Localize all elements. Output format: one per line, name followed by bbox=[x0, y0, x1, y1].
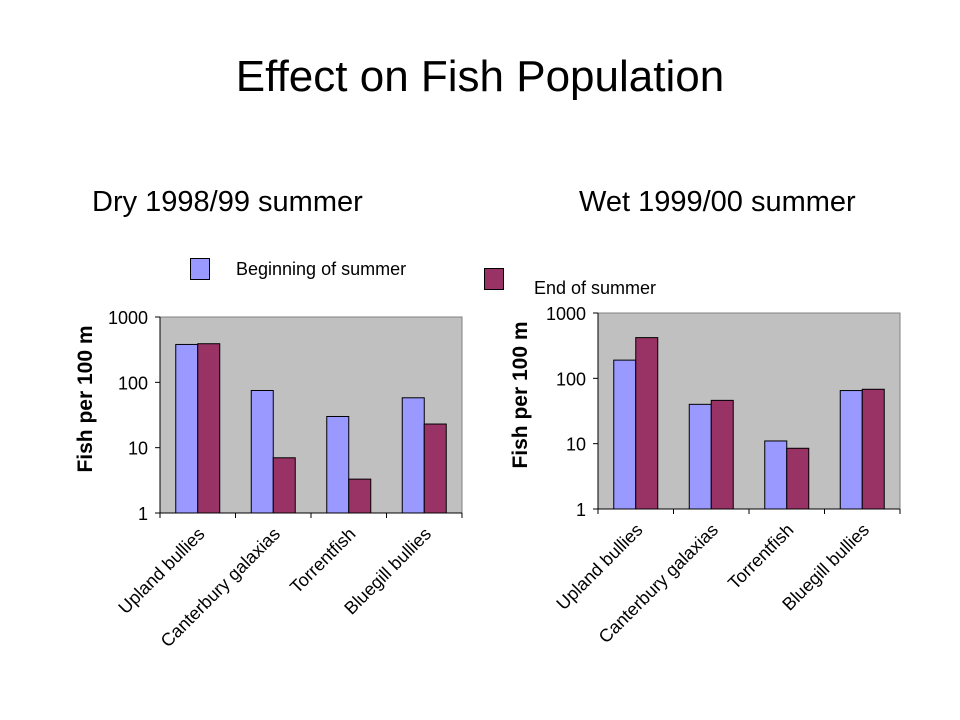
y-tick-label: 10 bbox=[566, 435, 586, 455]
legend-label-beginning: Beginning of summer bbox=[236, 258, 407, 279]
y-tick-label: 1 bbox=[138, 504, 148, 524]
bar-beginning bbox=[401, 397, 425, 514]
y-axis-label: Fish per 100 m bbox=[74, 325, 97, 472]
legend-swatch-beginning bbox=[190, 258, 210, 280]
bar-end bbox=[348, 478, 372, 514]
bar-end bbox=[786, 447, 810, 510]
x-tick-label: Torrentfish bbox=[724, 520, 798, 594]
bar-end bbox=[423, 423, 447, 514]
legend-swatch-end bbox=[484, 267, 504, 290]
bar-beginning bbox=[613, 359, 637, 510]
bar-beginning bbox=[250, 389, 274, 514]
bar-beginning bbox=[839, 390, 863, 510]
legend-item-beginning: Beginning of summer bbox=[190, 258, 406, 280]
y-tick-label: 1000 bbox=[546, 304, 586, 324]
legend-label-end: End of summer bbox=[534, 278, 657, 298]
bar-end bbox=[861, 388, 885, 510]
x-tick-label: Torrentfish bbox=[286, 524, 360, 598]
y-axis-label: Fish per 100 m bbox=[509, 321, 532, 468]
bar-end bbox=[272, 457, 296, 514]
y-tick-label: 100 bbox=[118, 373, 148, 393]
bar-beginning bbox=[175, 343, 199, 514]
bar-end bbox=[197, 343, 221, 514]
bar-end bbox=[635, 337, 659, 510]
bar-beginning bbox=[688, 403, 712, 510]
y-tick-label: 1000 bbox=[108, 308, 148, 328]
bar-end bbox=[710, 399, 734, 510]
chart-2-subtitle: Wet 1999/00 summer bbox=[579, 186, 856, 218]
y-tick-label: 10 bbox=[128, 439, 148, 459]
y-tick-label: 1 bbox=[576, 500, 586, 520]
chart-1-subtitle: Dry 1998/99 summer bbox=[92, 186, 363, 218]
y-tick-label: 100 bbox=[556, 369, 586, 389]
legend-item-end: End of summer bbox=[484, 258, 656, 299]
main-title: Effect on Fish Population bbox=[235, 52, 725, 101]
bar-beginning bbox=[764, 440, 788, 510]
bar-beginning bbox=[326, 415, 350, 514]
